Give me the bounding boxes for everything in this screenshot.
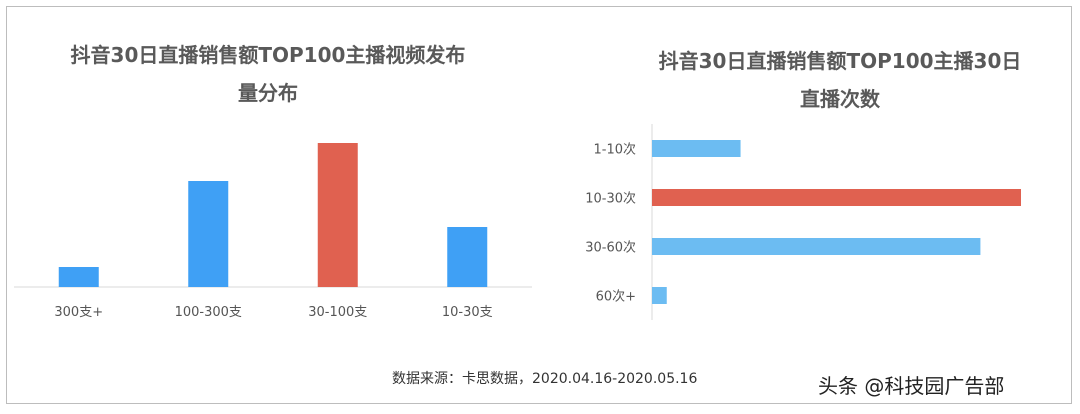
left-chart-title-line-2: 量分布	[238, 81, 298, 105]
bar	[58, 267, 99, 287]
right-chart-title: 抖音30日直播销售额TOP100主播30日 直播次数	[630, 42, 1050, 118]
bar	[652, 189, 1021, 206]
chart-frame	[6, 6, 1072, 404]
y-tick-label: 30-60次	[585, 240, 636, 256]
y-tick-label: 1-10次	[593, 142, 636, 158]
bar	[652, 140, 741, 157]
right-chart-title-line-2: 直播次数	[800, 87, 880, 111]
bar	[652, 287, 667, 304]
x-tick-label: 300支+	[54, 305, 103, 320]
bar	[447, 227, 488, 287]
y-tick-label: 60次+	[596, 289, 636, 305]
bar	[188, 181, 229, 287]
y-tick-label: 10-30次	[585, 191, 636, 207]
data-source-note: 数据来源：卡思数据，2020.04.16-2020.05.16	[392, 371, 698, 387]
left-chart-title: 抖音30日直播销售额TOP100主播视频发布 量分布	[38, 36, 498, 112]
bar	[317, 143, 358, 287]
watermark: 头条 @科技园广告部	[818, 374, 1005, 398]
right-chart-title-line-1: 抖音30日直播销售额TOP100主播30日	[658, 49, 1022, 73]
x-tick-label: 30-100支	[308, 305, 367, 320]
left-chart-title-line-1: 抖音30日直播销售额TOP100主播视频发布	[70, 43, 466, 67]
x-tick-label: 100-300支	[175, 305, 242, 320]
x-tick-label: 10-30支	[442, 305, 493, 320]
bar	[652, 238, 981, 255]
